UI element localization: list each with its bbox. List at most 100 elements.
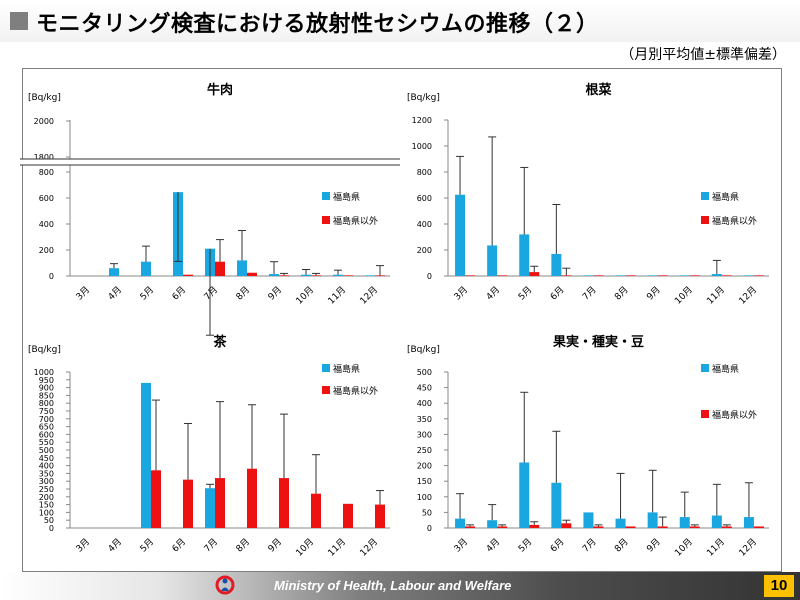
y-tick-label: 200 — [417, 462, 432, 471]
bar-fukushima — [615, 275, 626, 276]
footer-bar: Ministry of Health, Labour and Welfare 1… — [0, 572, 800, 600]
bar-other-prefectures — [279, 478, 289, 528]
bar-fukushima — [487, 245, 498, 276]
y-tick-label: 50 — [44, 516, 54, 525]
y-tick-label: 750 — [39, 407, 54, 416]
x-tick-label: 10月 — [673, 536, 695, 558]
bar-fukushima — [301, 274, 311, 276]
y-tick-label: 400 — [39, 462, 54, 471]
legend-label-other-prefectures: 福島県以外 — [712, 409, 757, 421]
x-tick-label: 7月 — [580, 284, 598, 302]
x-tick-label: 12月 — [358, 284, 380, 306]
y-tick-label: 0 — [427, 524, 432, 533]
x-tick-label: 9月 — [645, 284, 663, 302]
bar-other-prefectures — [657, 526, 668, 528]
bar-fukushima — [519, 462, 530, 528]
x-tick-label: 8月 — [234, 284, 252, 302]
bar-other-prefectures — [529, 524, 540, 528]
title-bar: モニタリング検査における放射性セシウムの推移（２） — [0, 0, 800, 42]
x-tick-label: 7月 — [580, 536, 598, 554]
bar-other-prefectures — [375, 504, 385, 528]
y-tick-label: 300 — [39, 477, 54, 486]
bar-other-prefectures — [497, 526, 508, 528]
y-tick-label: 0 — [49, 272, 54, 281]
y-tick-label: 250 — [39, 485, 54, 494]
bar-other-prefectures — [311, 493, 321, 528]
x-tick-label: 4月 — [106, 536, 124, 554]
legend-label-other-prefectures: 福島県以外 — [712, 215, 757, 227]
y-tick-label: 300 — [417, 430, 432, 439]
bar-other-prefectures — [183, 479, 193, 528]
x-tick-label: 12月 — [737, 536, 759, 558]
x-tick-label: 12月 — [737, 284, 759, 306]
bar-fukushima — [743, 517, 754, 528]
legend-label-other-prefectures: 福島県以外 — [333, 385, 378, 397]
bar-fukushima — [551, 253, 562, 276]
bar-fukushima — [141, 261, 151, 276]
legend-swatch-other-prefectures — [322, 216, 330, 224]
y-tick-label: 500 — [417, 368, 432, 377]
x-tick-label: 4月 — [106, 284, 124, 302]
chart-tea: 茶 [Bq/kg] 05010015020025030035040045050055… — [28, 334, 390, 559]
bar-other-prefectures — [689, 526, 700, 528]
bar-fukushima — [141, 382, 151, 528]
y-axis-unit-label: [Bq/kg] — [407, 93, 440, 103]
x-tick-label: 3月 — [74, 536, 92, 554]
y-tick-label: 550 — [39, 438, 54, 447]
bar-other-prefectures — [497, 275, 508, 276]
y-tick-label: 350 — [39, 469, 54, 478]
y-tick-label: 250 — [417, 446, 432, 455]
y-tick-label: 400 — [39, 220, 54, 229]
legend-label-fukushima: 福島県 — [333, 363, 360, 375]
bar-other-prefectures — [151, 470, 161, 528]
legend-label-fukushima: 福島県 — [712, 363, 739, 375]
y-tick-label: 200 — [417, 246, 432, 255]
x-tick-label: 10月 — [294, 536, 316, 558]
bar-other-prefectures — [753, 275, 764, 276]
y-tick-label: 150 — [417, 477, 432, 486]
x-tick-label: 6月 — [170, 536, 188, 554]
bar-other-prefectures — [625, 275, 636, 276]
x-tick-label: 4月 — [484, 536, 502, 554]
x-tick-label: 5月 — [138, 536, 156, 554]
x-tick-label: 10月 — [294, 284, 316, 306]
x-tick-label: 5月 — [138, 284, 156, 302]
bar-fukushima — [455, 518, 466, 528]
y-tick-label: 1000 — [34, 368, 54, 377]
page-number: 10 — [764, 575, 794, 597]
bar-fukushima — [365, 275, 375, 276]
bar-other-prefectures — [343, 275, 353, 276]
x-tick-label: 6月 — [548, 284, 566, 302]
bar-other-prefectures — [721, 526, 732, 528]
y-tick-label: 800 — [39, 168, 54, 177]
x-tick-label: 5月 — [516, 284, 534, 302]
legend-swatch-fukushima — [701, 364, 709, 372]
y-tick-label: 600 — [417, 194, 432, 203]
bar-other-prefectures — [657, 275, 668, 276]
x-tick-label: 11月 — [705, 536, 727, 558]
y-tick-label: 150 — [39, 501, 54, 510]
chart-title: 果実・種実・豆 — [552, 334, 644, 350]
bar-fukushima — [455, 194, 466, 276]
y-tick-label: 100 — [39, 508, 54, 517]
y-tick-label: 200 — [39, 493, 54, 502]
bar-other-prefectures — [311, 275, 321, 276]
legend-swatch-other-prefectures — [322, 386, 330, 394]
bar-fukushima — [743, 275, 754, 276]
chart-beef: 牛肉 [Bq/kg] 0 200 400 600 800 1800 2000 3月 4月 5月 6月 7月… — [20, 82, 400, 336]
legend-swatch-other-prefectures — [701, 410, 709, 418]
y-tick-label: 400 — [417, 220, 432, 229]
y-tick-label: 800 — [417, 168, 432, 177]
bar-fukushima — [205, 488, 215, 528]
y-tick-label: 50 — [422, 508, 432, 517]
y-axis-unit-label: [Bq/kg] — [28, 93, 61, 103]
bar-fukushima — [237, 260, 247, 276]
x-tick-label: 8月 — [234, 536, 252, 554]
bar-other-prefectures — [279, 275, 289, 276]
y-tick-label: 450 — [417, 384, 432, 393]
bar-other-prefectures — [593, 275, 604, 276]
bar-other-prefectures — [465, 275, 476, 276]
bar-fukushima — [333, 274, 343, 276]
bar-fukushima — [109, 268, 119, 276]
x-tick-label: 9月 — [645, 536, 663, 554]
